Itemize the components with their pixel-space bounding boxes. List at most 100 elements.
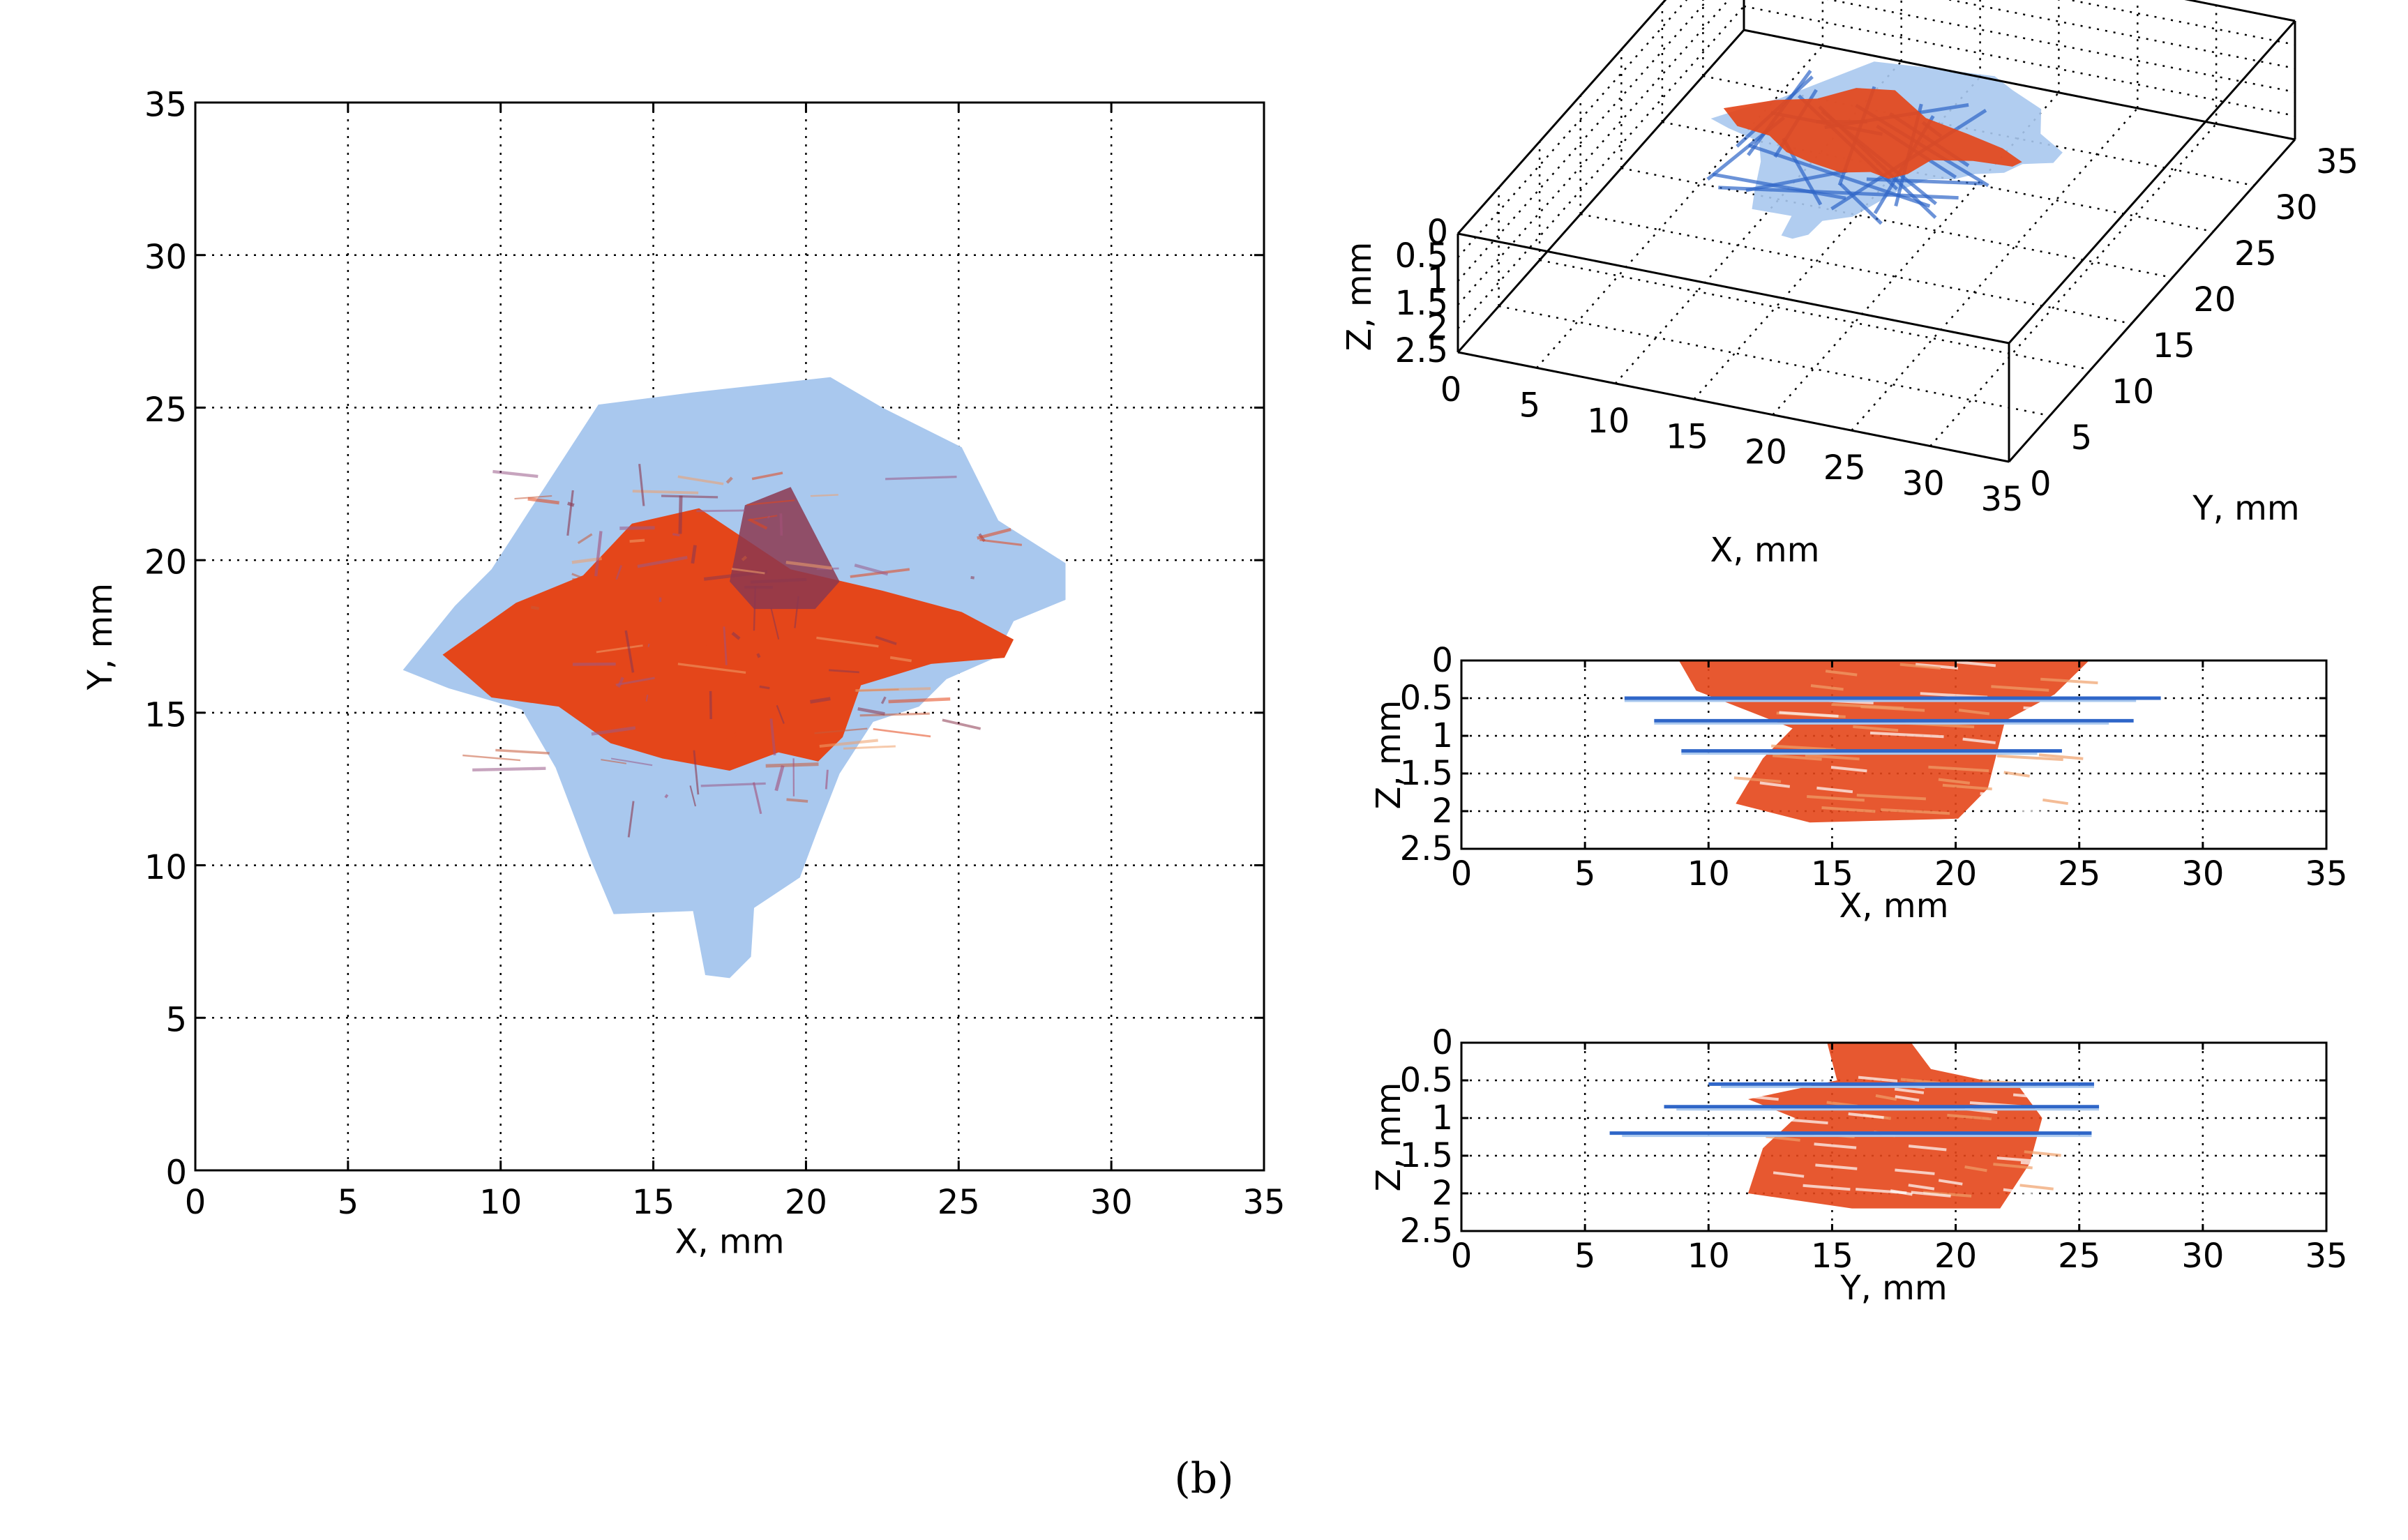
damage-texture-streak [629,538,645,543]
y-tick-label: 1 [1431,716,1453,755]
y-tick-label: 10 [144,848,187,887]
xz-damage-texture [1991,685,2049,692]
damage-texture-streak [759,685,770,690]
3d-z-gridline [1827,0,2296,93]
yz-damage-texture [2019,1184,2054,1191]
3d-box-edge [2008,20,2296,344]
x-tick-label: 25 [938,1183,980,1222]
y-tick-label: 2 [1431,792,1453,831]
yz-damage-texture [1766,1135,1800,1142]
3d-z-tick-label: 1 [1427,260,1448,299]
x-tick-label: 15 [632,1183,675,1222]
xz-damage-texture [1773,754,1822,761]
x-tick-label: 0 [185,1183,206,1222]
x-tick-label: 30 [1090,1183,1133,1222]
xz-damage-texture [1830,766,1867,773]
damage-texture-streak [751,471,783,481]
damage-texture-streak [610,757,653,767]
3d-box-edge [1457,232,2010,345]
damage-texture-streak [492,469,539,478]
y-tick-label: 20 [144,543,187,582]
damage-texture-streak [731,631,741,640]
damage-texture-streak [819,739,878,748]
yz-damage-texture [1938,1179,1963,1186]
xz-plot-frame [1460,659,2328,850]
damage-texture-streak [472,767,546,772]
yz-x-axis-label: Y, mm [1839,1269,1947,1308]
3d-z-gridline [2185,0,2296,22]
xz-damage-texture [1881,808,1950,815]
damage-texture-streak [572,662,616,666]
damage-texture-streak [709,690,712,720]
xz-damage-texture [2040,677,2098,685]
damage-texture-streak [942,718,981,730]
yz-damage-texture [1856,1188,1907,1195]
yz-damage-texture [1848,1112,1884,1119]
3d-box-edge [2184,0,2296,22]
xz-damage-texture [1807,795,1865,802]
figure-caption: (b) [1174,1454,1233,1503]
yz-damage-texture [1773,1171,1805,1178]
xz-damage-texture [2003,771,2030,778]
y-tick-label: 1 [1431,1099,1453,1138]
3d-x-tick-label: 20 [1745,433,1787,472]
xz-damage-texture [1856,794,1927,801]
yz-plot-frame [1460,1041,2328,1232]
xz-x-axis-label: X, mm [1839,886,1949,926]
damage-texture-streak [596,644,643,654]
damage-texture-streak [752,782,762,815]
3d-box-edge [1457,351,2010,463]
3d-z-gridline [1457,0,1666,234]
3d-z-gridline [1457,0,1688,258]
damage-texture-streak [770,607,780,640]
x-tick-label: 30 [2181,854,2224,893]
xy-y-axis-label: Y, mm [81,583,120,690]
damage-texture-streak [661,495,718,499]
y-tick-label: 30 [144,238,187,277]
yz-damage-texture [1782,1117,1828,1125]
3d-z-gridline [1457,0,1709,282]
damage-texture-streak [725,732,737,742]
damage-texture-streak [889,656,912,663]
yz-damage-texture [1997,1065,2018,1072]
y-tick-label: 0 [1431,641,1453,680]
xz-damage-texture [1996,754,2063,762]
x-tick-label: 10 [479,1183,522,1222]
y-tick-label: 0.5 [1400,679,1453,718]
xz-damage-texture [1955,660,1996,667]
yz-damage-texture [1740,1094,1779,1101]
damage-texture-streak [880,696,887,704]
3d-blue-damage-streak [1745,169,1848,192]
3d-y-tick-label: 15 [2153,326,2195,365]
damage-texture-streak [645,694,649,702]
3d-box-edges [1457,0,2296,463]
damage-texture-streak [637,556,688,568]
damage-texture-streak [638,464,645,506]
damage-texture-streak [527,645,564,652]
3d-z-tick-label: 2 [1427,308,1448,347]
damage-texture-streak [672,533,680,537]
x-tick-label: 35 [2305,1237,2347,1276]
3d-y-tick-label: 30 [2275,188,2317,227]
damage-texture-streak [854,564,889,576]
yz-damage-texture [1894,1087,1925,1094]
3d-blue-damage-streak [1712,172,1846,200]
xz-damage-texture [1928,765,1989,773]
x-tick-label: 5 [1574,854,1596,893]
x-tick-label: 0 [1451,1237,1473,1276]
3d-z-axis-label: Z, mm [1340,242,1379,352]
3d-x-tick-label: 10 [1587,402,1630,441]
3d-z-tick-label: 0 [1427,213,1448,252]
damage-texture-streak [888,697,951,704]
3d-z-tick-label: 2.5 [1395,331,1448,370]
3d-z-gridline [1457,0,1730,305]
damage-texture-streak [776,704,785,724]
yz-damage-map [1609,1043,2100,1209]
damage-texture-streak [979,538,1023,546]
x-tick-label: 5 [338,1183,359,1222]
dark-red-damage-region [730,487,840,610]
damage-texture-streak [601,759,627,764]
damage-texture-streak [530,605,540,610]
